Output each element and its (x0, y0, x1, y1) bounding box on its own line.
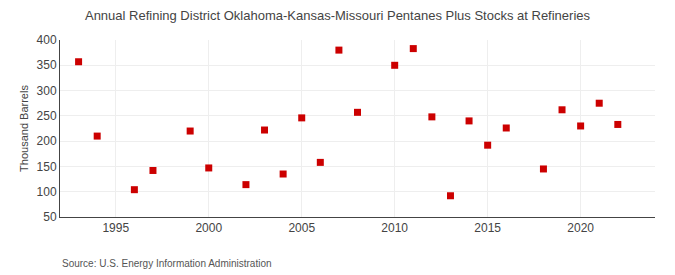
svg-text:2000: 2000 (195, 221, 222, 235)
svg-text:150: 150 (37, 160, 57, 174)
svg-text:200: 200 (37, 134, 57, 148)
svg-text:2020: 2020 (567, 221, 594, 235)
svg-text:2010: 2010 (381, 221, 408, 235)
svg-text:350: 350 (37, 58, 57, 72)
svg-text:Thousand Barrels: Thousand Barrels (18, 85, 30, 172)
svg-text:400: 400 (37, 33, 57, 47)
svg-text:Source: U.S. Energy Informatio: Source: U.S. Energy Information Administ… (62, 258, 272, 269)
svg-text:50: 50 (43, 210, 57, 224)
svg-text:2015: 2015 (474, 221, 501, 235)
svg-text:2005: 2005 (288, 221, 315, 235)
svg-text:100: 100 (37, 185, 57, 199)
svg-text:Annual Refining District Oklah: Annual Refining District Oklahoma-Kansas… (85, 8, 591, 23)
svg-text:250: 250 (37, 109, 57, 123)
svg-text:1995: 1995 (102, 221, 129, 235)
svg-text:300: 300 (37, 84, 57, 98)
